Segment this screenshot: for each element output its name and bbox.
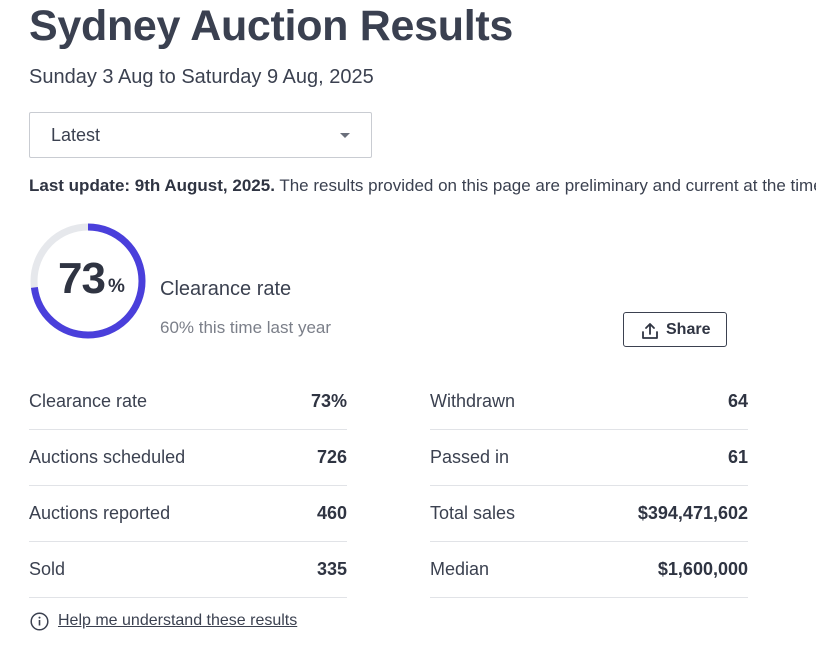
stat-value: $394,471,602 — [637, 503, 748, 523]
last-update-label: Last update: 9th August, 2025. — [29, 176, 275, 195]
stat-row: Clearance rate 73% — [29, 374, 347, 430]
stat-value: 61 — [727, 447, 748, 467]
stat-label: Median — [430, 559, 490, 579]
gauge-comparison: 60% this time last year — [160, 318, 332, 337]
stat-label: Auctions scheduled — [29, 447, 186, 467]
stats-table-left: Clearance rate 73% Auctions scheduled 72… — [29, 374, 347, 598]
share-upload-icon — [642, 323, 658, 339]
stat-value: $1,600,000 — [657, 559, 748, 579]
gauge-unit: % — [108, 276, 125, 297]
results-period-select[interactable]: Latest — [29, 112, 372, 158]
caret-down-icon — [340, 133, 350, 138]
stat-row: Auctions reported 460 — [29, 486, 347, 542]
stats-table-right: Withdrawn 64 Passed in 61 Total sales $3… — [430, 374, 748, 598]
last-update-notice: Last update: 9th August, 2025. The resul… — [29, 176, 816, 196]
stat-label: Total sales — [430, 503, 516, 523]
stat-label: Clearance rate — [29, 391, 148, 411]
stat-label: Sold — [29, 559, 66, 579]
last-update-text: The results provided on this page are pr… — [279, 176, 816, 195]
stat-value: 335 — [316, 559, 347, 579]
select-value: Latest — [51, 125, 101, 145]
stat-row: Sold 335 — [29, 542, 347, 598]
stat-label: Passed in — [430, 447, 510, 467]
stat-row: Passed in 61 — [430, 430, 748, 486]
stat-label: Auctions reported — [29, 503, 171, 523]
info-circle-icon — [30, 612, 49, 631]
stat-value: 726 — [316, 447, 347, 467]
stat-row: Median $1,600,000 — [430, 542, 748, 598]
clearance-rate-gauge — [30, 223, 146, 339]
help-link-text: Help me understand these results — [58, 612, 298, 629]
stat-label: Withdrawn — [430, 391, 516, 411]
share-label: Share — [666, 321, 711, 338]
stat-row: Total sales $394,471,602 — [430, 486, 748, 542]
stat-row: Withdrawn 64 — [430, 374, 748, 430]
page-title: Sydney Auction Results — [29, 2, 514, 50]
gauge-value: 73 — [58, 254, 106, 303]
gauge-label: Clearance rate — [160, 278, 292, 300]
stat-value: 73% — [310, 391, 347, 411]
stat-value: 64 — [727, 391, 748, 411]
stat-value: 460 — [316, 503, 347, 523]
stat-row: Auctions scheduled 726 — [29, 430, 347, 486]
share-button[interactable]: Share — [623, 312, 727, 347]
date-range: Sunday 3 Aug to Saturday 9 Aug, 2025 — [29, 66, 374, 88]
gauge-progress-arc — [30, 223, 146, 339]
